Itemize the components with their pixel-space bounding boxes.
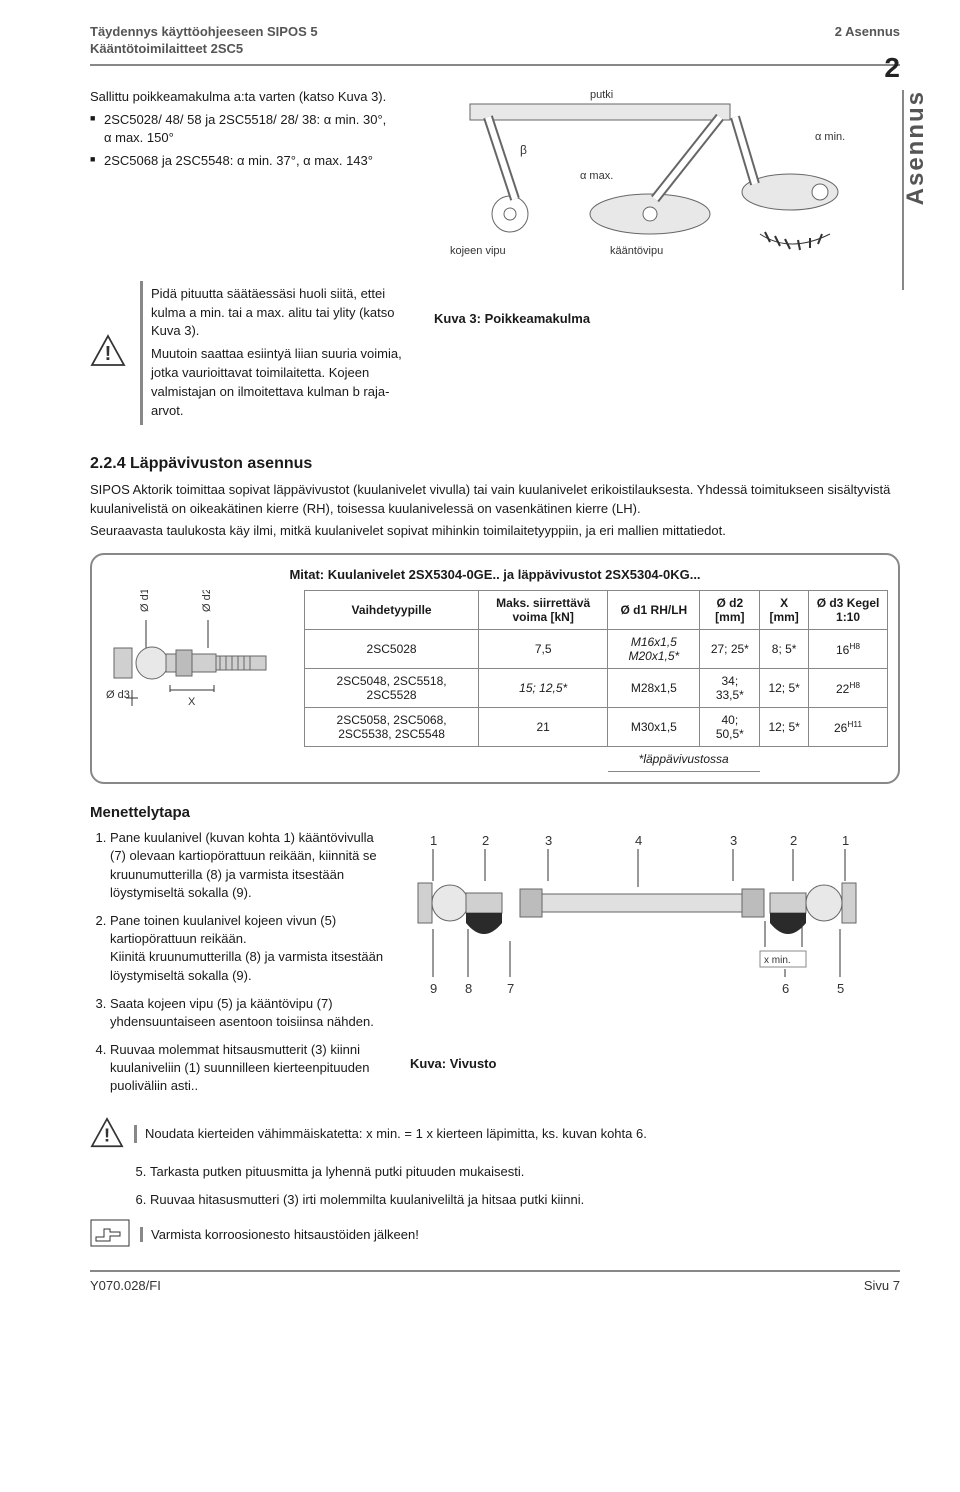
procedure-heading: Menettelytapa: [90, 804, 900, 821]
step-2: Pane toinen kuulanivel kojeen vivun (5) …: [110, 912, 390, 985]
footer-page-number: Sivu 7: [864, 1278, 900, 1293]
fig3-label-kojeen: kojeen vipu: [450, 245, 506, 257]
svg-text:3: 3: [545, 833, 552, 848]
table-title: Mitat: Kuulanivelet 2SX5304-0GE.. ja läp…: [102, 567, 888, 582]
procedure-note: Varmista korroosionesto hitsaustöiden jä…: [90, 1219, 900, 1250]
table-row: 2SC5048, 2SC5518, 2SC5528 15; 12,5* M28x…: [305, 669, 888, 708]
warning-1-text: Pidä pituutta säätäessäsi huoli siitä, e…: [140, 281, 420, 425]
page-header: Täydennys käyttöohjeeseen SIPOS 5 Kääntö…: [90, 24, 900, 66]
page-footer: Y070.028/FI Sivu 7: [90, 1270, 900, 1293]
intro-lead: Sallittu poikkeamakulma a:ta varten (kat…: [90, 88, 390, 107]
procedure-warning: ! Noudata kierteiden vähimmäiskatetta: x…: [90, 1116, 900, 1153]
svg-text:1: 1: [430, 833, 437, 848]
fig3-label-alphamin: α min.: [815, 131, 845, 143]
svg-text:!: !: [104, 1125, 110, 1146]
intro-bullet-2: 2SC5068 ja 2SC5548: α min. 37°, α max. 1…: [90, 152, 390, 171]
step-5: Tarkasta putken pituusmitta ja lyhennä p…: [150, 1163, 900, 1181]
svg-text:3: 3: [730, 833, 737, 848]
dimensions-table-frame: Mitat: Kuulanivelet 2SX5304-0GE.. ja läp…: [90, 553, 900, 784]
svg-text:4: 4: [635, 833, 642, 848]
svg-text:X: X: [188, 696, 196, 708]
header-title-1: Täydennys käyttöohjeeseen SIPOS 5: [90, 24, 318, 41]
chapter-number: 2: [884, 52, 900, 84]
figure-3-caption: Kuva 3: Poikkeamakulma: [434, 281, 900, 425]
col-type: Vaihdetyypille: [305, 591, 479, 630]
step-3: Saata kojeen vipu (5) ja kääntövipu (7) …: [110, 995, 390, 1031]
svg-text:8: 8: [465, 981, 472, 996]
procedure-note-text: Varmista korroosionesto hitsaustöiden jä…: [140, 1227, 419, 1242]
svg-text:5: 5: [837, 981, 844, 996]
section-224-p2: Seuraavasta taulukosta käy ilmi, mitkä k…: [90, 522, 900, 541]
svg-text:2: 2: [482, 833, 489, 848]
svg-text:!: !: [105, 343, 112, 365]
procedure-steps-1-4: Pane kuulanivel (kuvan kohta 1) kääntövi…: [90, 829, 390, 1105]
warning-triangle-icon: !: [90, 333, 126, 372]
linkage-figure-caption: Kuva: Vivusto: [410, 1056, 900, 1071]
warning-1-p1: Pidä pituutta säätäessäsi huoli siitä, e…: [151, 285, 420, 342]
fig3-label-putki: putki: [590, 89, 613, 101]
col-x: X [mm]: [760, 591, 809, 630]
svg-text:6: 6: [782, 981, 789, 996]
svg-text:Ø d1: Ø d1: [139, 590, 151, 612]
intro-text: Sallittu poikkeamakulma a:ta varten (kat…: [90, 84, 390, 267]
table-row: 2SC5028 7,5 M16x1,5 M20x1,5* 27; 25* 8; …: [305, 630, 888, 669]
fig3-label-alphamax: α max.: [580, 170, 613, 182]
svg-text:9: 9: [430, 981, 437, 996]
table-footnote-row: *läppävivustossa: [305, 747, 888, 772]
svg-text:Ø d2: Ø d2: [201, 590, 213, 612]
step-6: Ruuvaa hitasusmutteri (3) irti molemmilt…: [150, 1191, 900, 1209]
dimension-diagram: Ø d1 Ø d2 Ø d3: [102, 590, 292, 772]
side-tab-label: Asennus: [902, 90, 930, 205]
dimensions-table: Vaihdetyypille Maks. siirrettävä voima […: [304, 590, 888, 772]
col-d1: Ø d1 RH/LH: [608, 591, 700, 630]
svg-text:7: 7: [507, 981, 514, 996]
svg-text:2: 2: [790, 833, 797, 848]
table-header-row: Vaihdetyypille Maks. siirrettävä voima […: [305, 591, 888, 630]
col-force: Maks. siirrettävä voima [kN]: [479, 591, 608, 630]
warning-1-p2: Muutoin saattaa esiintyä liian suuria vo…: [151, 345, 420, 420]
section-224-heading: 2.2.4 Läppävivuston asennus: [90, 455, 900, 473]
procedure-warning-text: Noudata kierteiden vähimmäiskatetta: x m…: [134, 1125, 647, 1143]
header-title-2: Kääntötoimilaitteet 2SC5: [90, 41, 318, 58]
figure-3-diagram: putki β α max. α min.: [420, 84, 860, 264]
svg-text:1: 1: [842, 833, 849, 848]
step-4: Ruuvaa molemmat hitsausmutterit (3) kiin…: [110, 1041, 390, 1096]
fig3-label-kaanto: kääntövipu: [610, 245, 663, 257]
table-row: 2SC5058, 2SC5068, 2SC5538, 2SC5548 21 M3…: [305, 708, 888, 747]
linkage-figure: 1 2 3 4 3 2 1: [410, 829, 900, 1105]
pointing-hand-icon: [90, 1219, 130, 1250]
step-1: Pane kuulanivel (kuvan kohta 1) kääntövi…: [110, 829, 390, 902]
section-224-p1: SIPOS Aktorik toimittaa sopivat läppäviv…: [90, 481, 900, 519]
intro-bullet-1: 2SC5028/ 48/ 58 ja 2SC5518/ 28/ 38: α mi…: [90, 111, 390, 149]
svg-text:Ø d3: Ø d3: [106, 689, 130, 701]
svg-text:x min.: x min.: [764, 955, 791, 966]
warning-triangle-icon: !: [90, 1116, 124, 1153]
col-d3: Ø d3 Kegel 1:10: [809, 591, 888, 630]
fig3-label-beta: β: [520, 143, 527, 157]
footer-doc-id: Y070.028/FI: [90, 1278, 161, 1293]
col-d2: Ø d2 [mm]: [700, 591, 760, 630]
